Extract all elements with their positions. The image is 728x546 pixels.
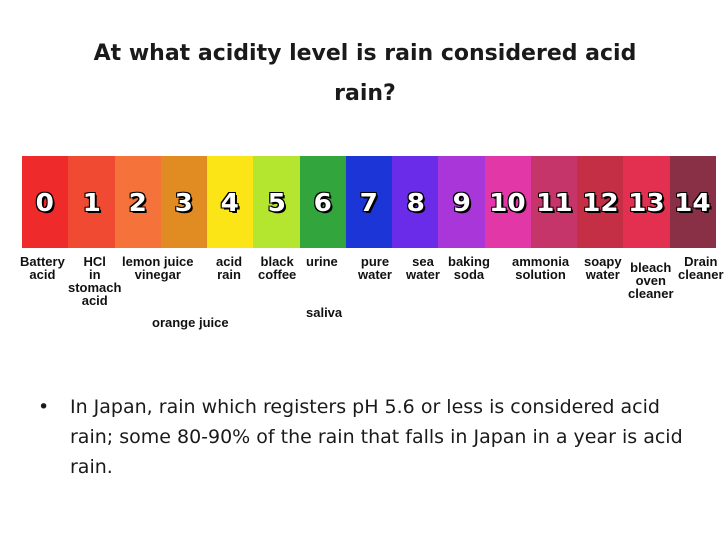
ph-number: 4 xyxy=(221,187,240,217)
label-drain-cleaner: Drain cleaner xyxy=(678,254,724,282)
ph-cell-13: 13 xyxy=(623,156,670,248)
label-lemon-juice-vinegar: lemon juice vinegar xyxy=(122,254,194,282)
ph-number: 13 xyxy=(628,187,665,217)
label-soapy-water: soapy water xyxy=(584,254,622,282)
label-sea-water: sea water xyxy=(406,254,440,282)
label-pure-water: pure water xyxy=(358,254,392,282)
ph-cell-2: 2 xyxy=(114,156,161,248)
ph-number: 2 xyxy=(128,187,147,217)
label-urine: urine xyxy=(306,254,338,269)
label-hcl-stomach-acid: HCl in stomach acid xyxy=(68,254,122,308)
bullet-text: In Japan, rain which registers pH 5.6 or… xyxy=(70,396,683,478)
slide-title: At what acidity level is rain considered… xyxy=(93,41,637,106)
label-battery-acid: Battery acid xyxy=(20,254,65,282)
ph-number: 8 xyxy=(406,187,425,217)
label-orange-juice: orange juice xyxy=(152,315,229,330)
ph-cell-12: 12 xyxy=(577,156,624,248)
label-ammonia-solution: ammonia solution xyxy=(512,254,570,282)
ph-number: 1 xyxy=(82,187,101,217)
ph-number: 5 xyxy=(267,187,286,217)
ph-number: 3 xyxy=(174,187,194,217)
label-bleach-oven-cleaner: bleach oven cleaner xyxy=(628,260,674,301)
ph-cell-0: 0 xyxy=(22,156,69,248)
label-baking-soda: baking soda xyxy=(448,254,490,282)
ph-number: 0 xyxy=(35,187,55,217)
ph-cell-5: 5 xyxy=(253,156,300,248)
ph-cell-3: 3 xyxy=(160,156,208,248)
ph-cell-10: 10 xyxy=(484,156,531,248)
ph-cell-4: 4 xyxy=(207,156,254,248)
ph-number: 10 xyxy=(489,187,527,217)
ph-number: 12 xyxy=(582,187,619,217)
ph-cell-1: 1 xyxy=(68,156,115,248)
ph-cell-9: 9 xyxy=(438,156,485,248)
label-saliva: saliva xyxy=(306,305,343,320)
ph-number: 9 xyxy=(452,187,471,217)
ph-number: 6 xyxy=(313,187,332,217)
ph-number: 14 xyxy=(674,187,712,217)
label-black-coffee: black coffee xyxy=(258,254,297,282)
ph-cell-14: 14 xyxy=(669,156,716,248)
ph-number: 11 xyxy=(535,187,573,217)
ph-scale: 0 1 2 3 4 5 6 7 8 9 10 11 12 13 14 Battery acid HCl in… xyxy=(20,156,724,342)
ph-cell-7: 7 xyxy=(345,156,393,248)
label-acid-rain: acid rain xyxy=(216,254,243,282)
bullet-dot-icon: • xyxy=(38,396,50,418)
ph-number: 7 xyxy=(359,187,379,217)
ph-cell-8: 8 xyxy=(392,156,439,248)
bullet-list: • In Japan, rain which registers pH 5.6 … xyxy=(38,392,688,482)
ph-color-bar: 0 1 2 3 4 5 6 7 8 9 10 11 12 13 14 xyxy=(22,156,716,248)
ph-cell-11: 11 xyxy=(530,156,578,248)
ph-cell-6: 6 xyxy=(299,156,346,248)
